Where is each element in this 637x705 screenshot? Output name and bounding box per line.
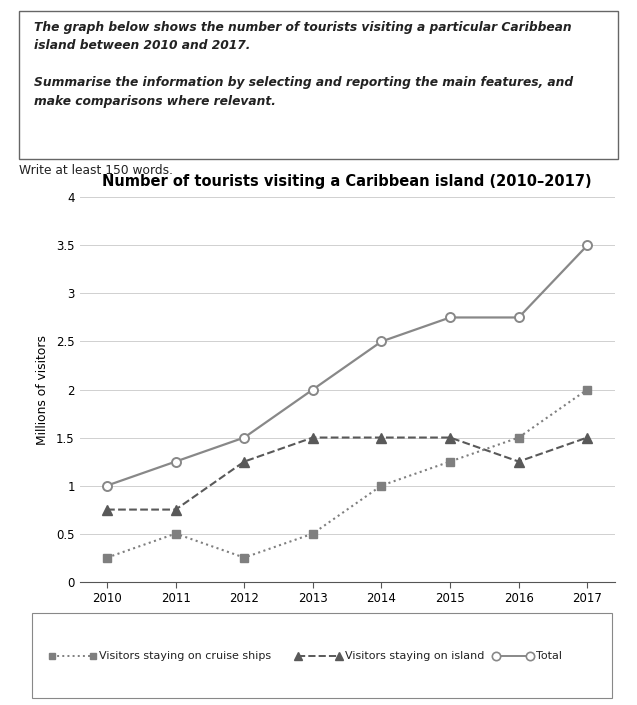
Title: Number of tourists visiting a Caribbean island (2010–2017): Number of tourists visiting a Caribbean … bbox=[103, 174, 592, 189]
Y-axis label: Millions of visitors: Millions of visitors bbox=[36, 334, 49, 445]
Text: Total: Total bbox=[536, 651, 562, 661]
Text: Visitors staying on island: Visitors staying on island bbox=[345, 651, 484, 661]
Text: Write at least 150 words.: Write at least 150 words. bbox=[19, 164, 173, 178]
Text: The graph below shows the number of tourists visiting a particular Caribbean
isl: The graph below shows the number of tour… bbox=[34, 21, 573, 108]
FancyBboxPatch shape bbox=[32, 613, 612, 698]
Text: Visitors staying on cruise ships: Visitors staying on cruise ships bbox=[99, 651, 271, 661]
FancyBboxPatch shape bbox=[19, 11, 618, 159]
